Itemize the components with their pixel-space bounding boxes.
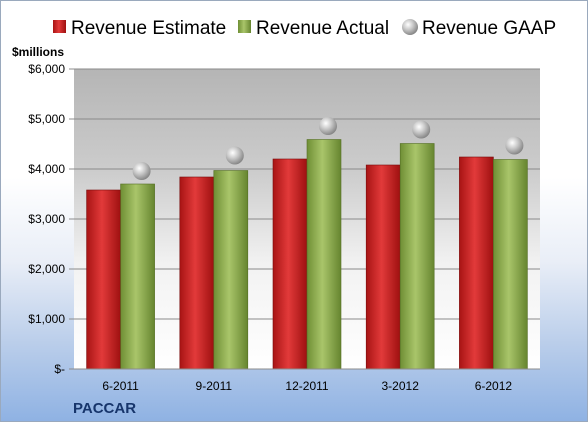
y-tick-label: $- xyxy=(54,362,65,376)
y-tick-label: $1,000 xyxy=(28,312,65,326)
legend-label-revenue-estimate: Revenue Estimate xyxy=(71,18,226,39)
y-tick-label: $3,000 xyxy=(28,212,65,226)
bar-revenue-estimate-6-2012 xyxy=(459,156,494,370)
x-tick-label: 6-2011 xyxy=(102,379,139,393)
x-tick-label: 9-2011 xyxy=(196,379,233,393)
marker-revenue-gaap-3-2012 xyxy=(412,120,431,139)
x-axis-ticks: 6-2011 9-2011 12-2011 3-2012 6-2012 xyxy=(102,379,512,393)
y-axis-ticks: $- $1,000 $2,000 $3,000 $4,000 $5,000 $6,000 xyxy=(28,62,74,376)
bar-revenue-estimate-9-2011 xyxy=(179,176,215,370)
unit-label: $millions xyxy=(12,45,64,59)
bar-revenue-actual-12-2011 xyxy=(306,139,342,370)
marker-revenue-gaap-6-2012 xyxy=(505,136,524,155)
legend-label-revenue-gaap: Revenue GAAP xyxy=(422,18,556,39)
bar-revenue-actual-3-2012 xyxy=(399,143,435,370)
y-tick-label: $5,000 xyxy=(28,112,65,126)
bar-revenue-actual-6-2012 xyxy=(493,159,528,370)
legend-swatch-revenue-gaap xyxy=(402,19,418,35)
legend: Revenue Estimate Revenue Actual Revenue … xyxy=(53,18,556,39)
legend-label-revenue-actual: Revenue Actual xyxy=(256,18,389,39)
legend-swatch-revenue-actual xyxy=(238,20,251,33)
bar-revenue-estimate-6-2011 xyxy=(86,189,121,370)
company-name: PACCAR xyxy=(73,400,136,417)
x-tick-label: 6-2012 xyxy=(475,379,513,393)
x-tick-label: 3-2012 xyxy=(382,379,420,393)
x-tick-label: 12-2011 xyxy=(285,379,328,393)
legend-swatch-revenue-estimate xyxy=(53,20,66,33)
bar-revenue-estimate-12-2011 xyxy=(272,158,308,370)
gaap-markers xyxy=(132,117,524,180)
bars xyxy=(86,139,528,370)
bar-revenue-actual-6-2011 xyxy=(120,183,155,370)
y-tick-label: $6,000 xyxy=(28,62,65,76)
y-tick-label: $2,000 xyxy=(28,262,65,276)
marker-revenue-gaap-6-2011 xyxy=(132,162,151,180)
bar-revenue-actual-9-2011 xyxy=(213,170,249,370)
bar-revenue-estimate-3-2012 xyxy=(365,164,401,370)
marker-revenue-gaap-12-2011 xyxy=(319,117,337,135)
y-tick-label: $4,000 xyxy=(28,162,65,176)
marker-revenue-gaap-9-2011 xyxy=(225,146,244,165)
